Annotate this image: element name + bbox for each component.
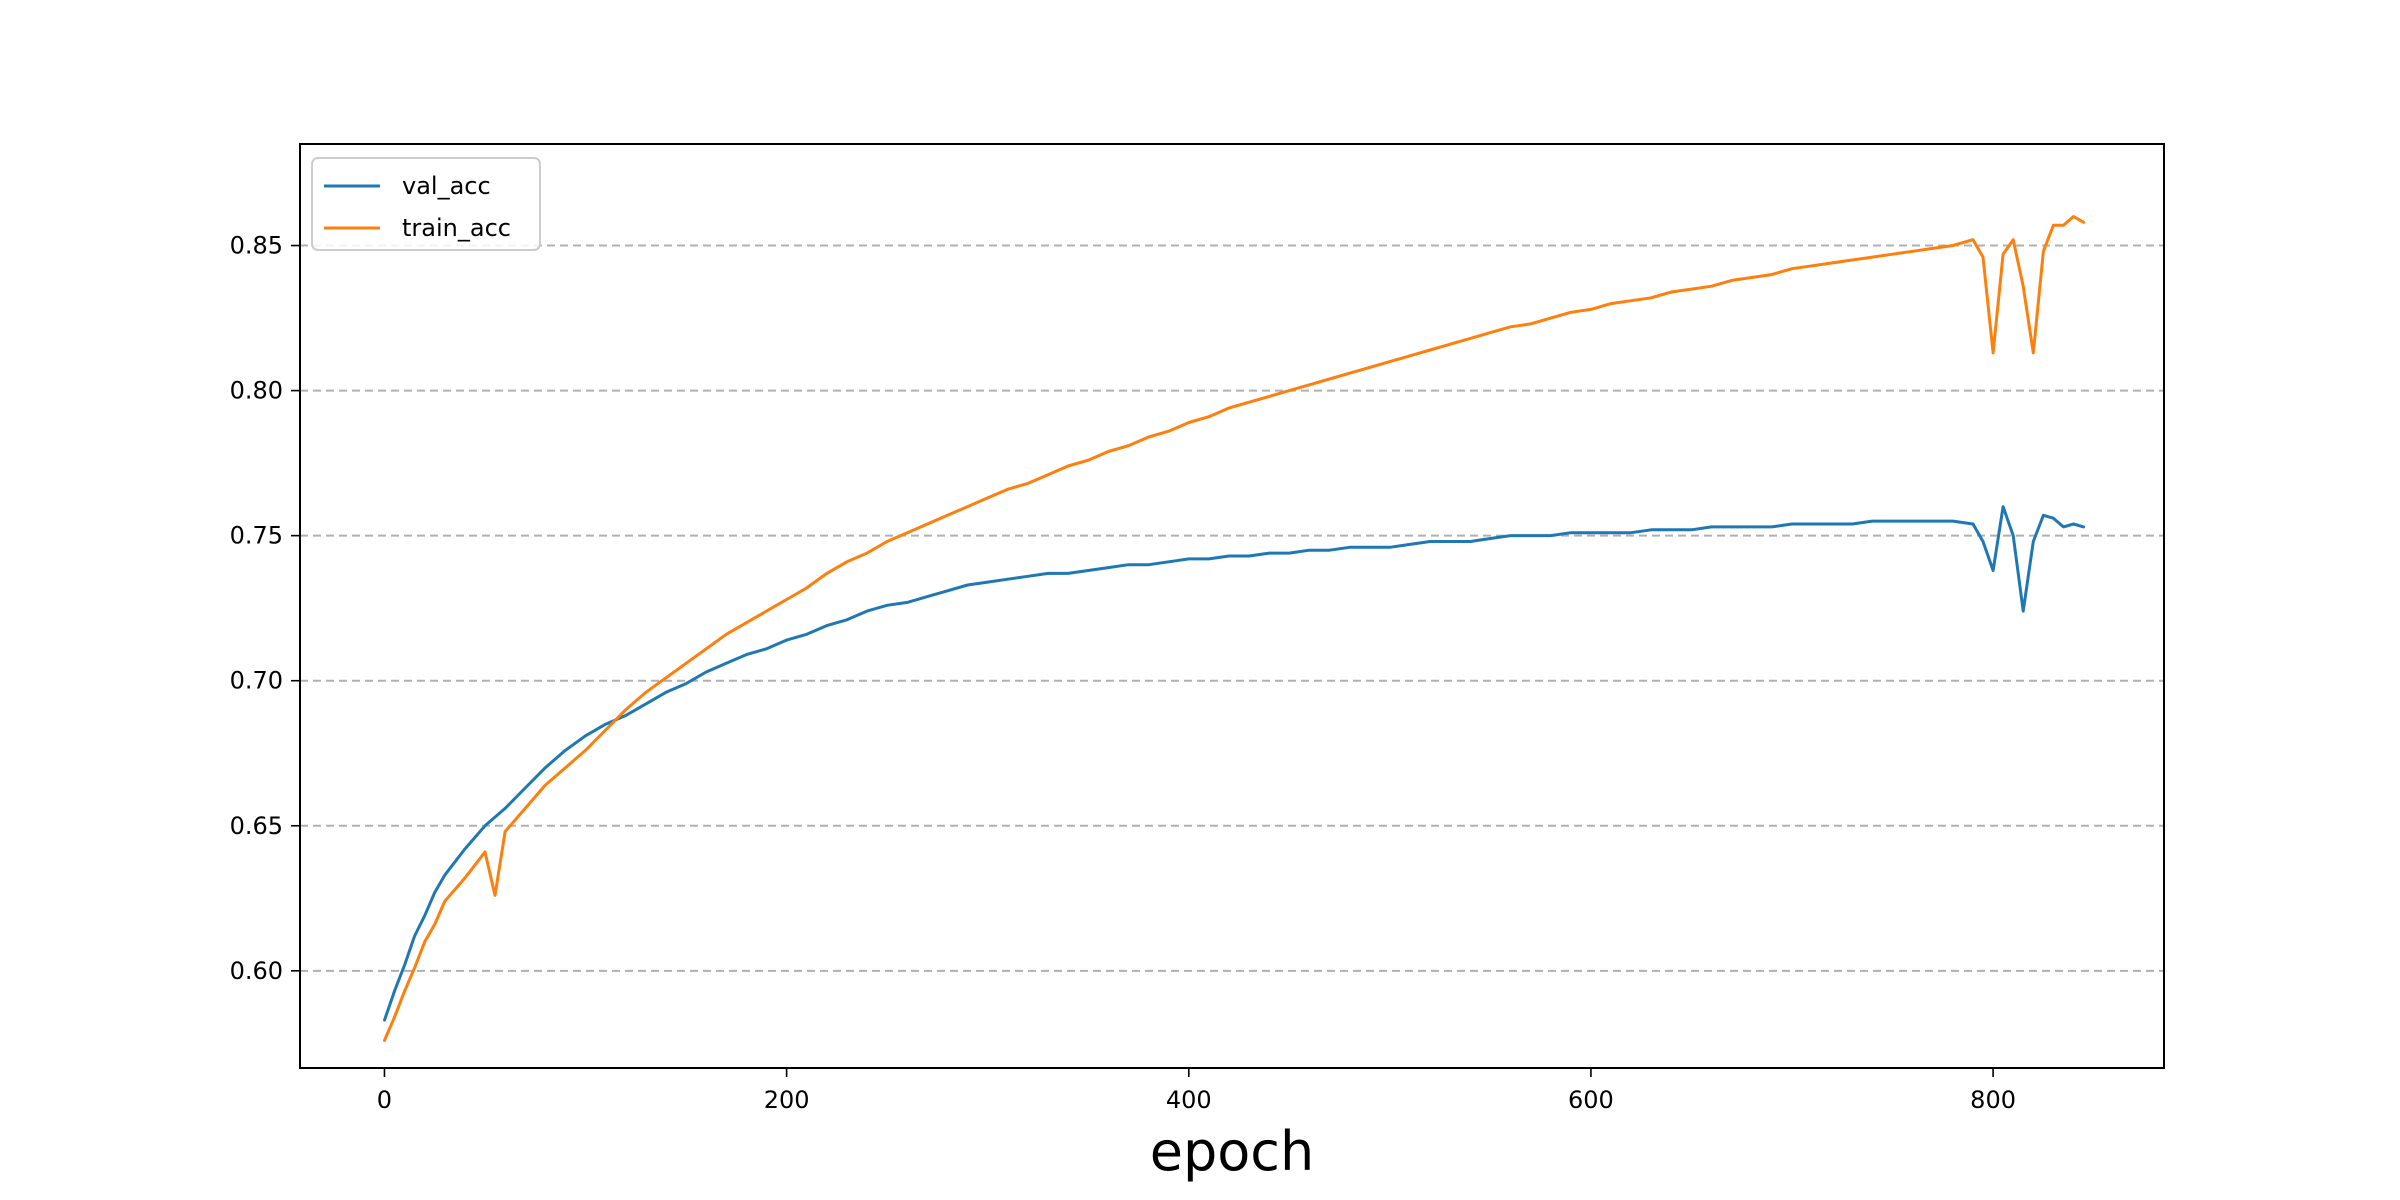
- y-tick-label: 0.80: [230, 377, 283, 405]
- x-axis: 0 200 400 600 800: [377, 1068, 2016, 1114]
- y-axis: 0.60 0.65 0.70 0.75 0.80 0.85: [230, 232, 300, 985]
- plot-series: [383, 215, 2086, 1042]
- x-axis-title: epoch: [1150, 1120, 1314, 1183]
- y-tick-label: 0.65: [230, 812, 283, 840]
- series-line-train-acc: [383, 215, 2086, 1042]
- x-tick-label: 400: [1166, 1086, 1212, 1114]
- legend: val_acc train_acc: [311, 157, 541, 251]
- x-tick-label: 0: [377, 1086, 392, 1114]
- y-tick-label: 0.85: [230, 232, 283, 260]
- x-tick-label: 800: [1970, 1086, 2016, 1114]
- x-tick-label: 200: [764, 1086, 810, 1114]
- x-tick-label: 600: [1568, 1086, 1614, 1114]
- plot-frame: [299, 143, 2165, 1069]
- legend-label: train_acc: [402, 214, 511, 242]
- y-tick-label: 0.75: [230, 522, 283, 550]
- legend-label: val_acc: [402, 172, 491, 200]
- series-line-val-acc: [383, 505, 2086, 1022]
- gridlines: [300, 244, 2164, 972]
- y-tick-label: 0.60: [230, 957, 283, 985]
- y-tick-label: 0.70: [230, 667, 283, 695]
